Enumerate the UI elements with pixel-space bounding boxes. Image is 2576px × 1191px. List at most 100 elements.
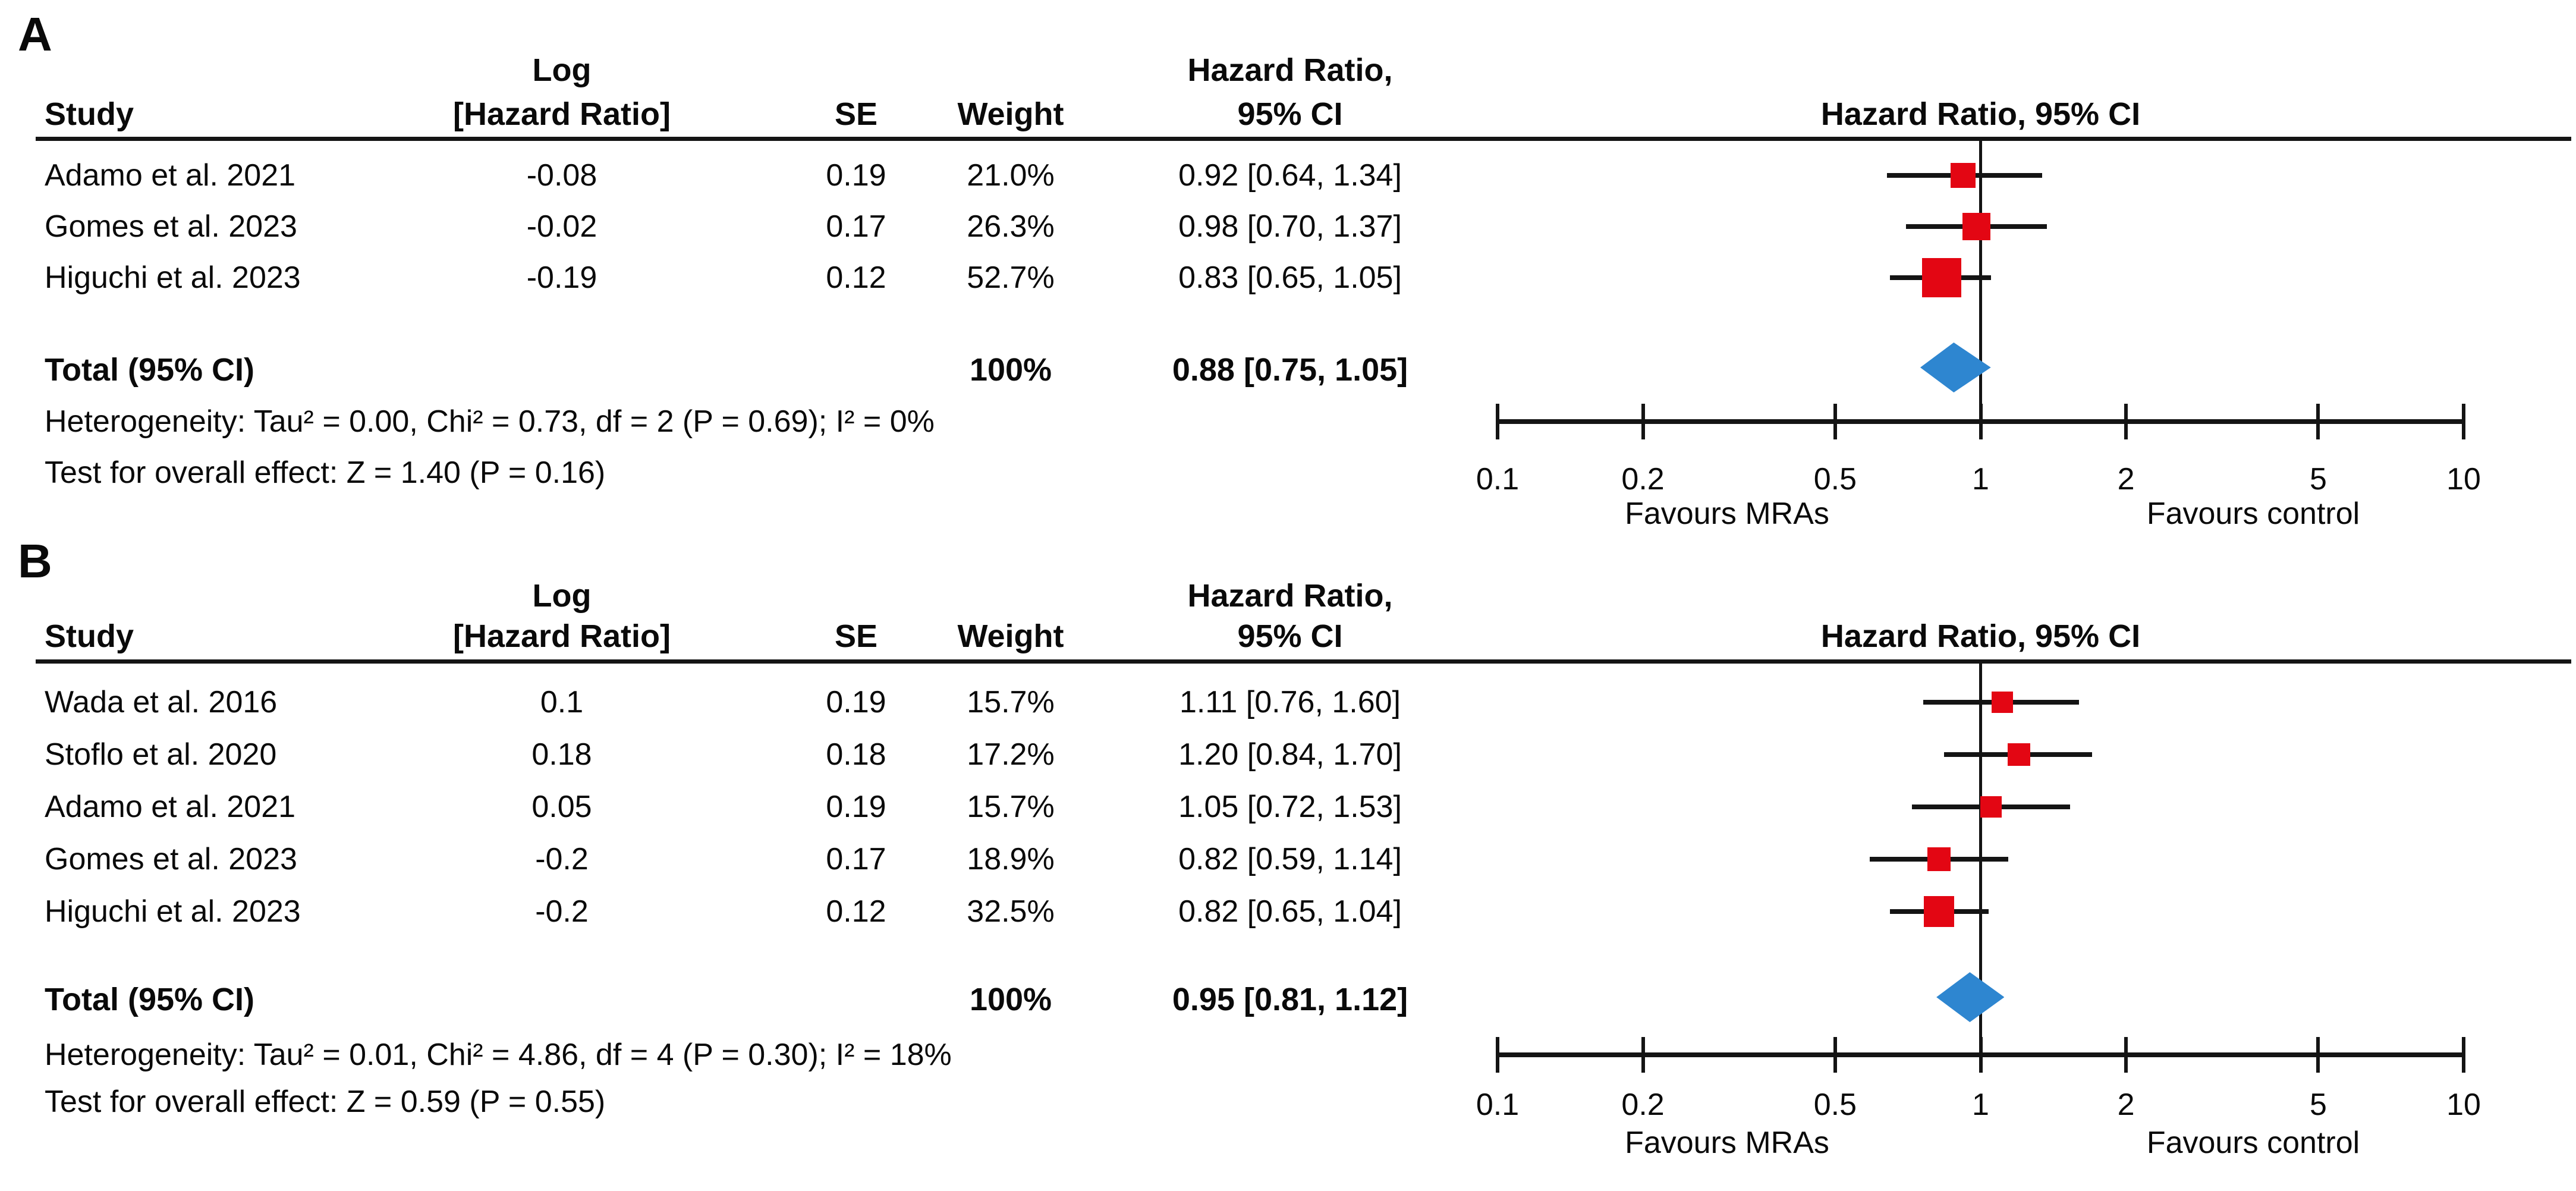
study-weight: 52.7%	[967, 260, 1055, 295]
study-loghr: -0.2	[535, 842, 589, 876]
axis-tick	[1641, 1037, 1645, 1073]
heterogeneity-text: Heterogeneity: Tau² = 0.00, Chi² = 0.73,…	[45, 404, 935, 439]
study-hrci: 1.05 [0.72, 1.53]	[1178, 790, 1402, 824]
total-label: Total (95% CI)	[45, 352, 255, 388]
study-loghr: -0.2	[535, 894, 589, 929]
study-se: 0.12	[826, 260, 886, 295]
total-label: Total (95% CI)	[45, 982, 255, 1017]
study-name: Higuchi et al. 2023	[45, 260, 301, 295]
col-header-hrci-line2: 95% CI	[1237, 618, 1343, 654]
axis-tick	[1979, 1037, 1983, 1073]
axis-tick	[1833, 404, 1837, 439]
study-weight: 26.3%	[967, 209, 1055, 244]
plot-header: Hazard Ratio, 95% CI	[1820, 96, 2141, 132]
study-se: 0.19	[826, 685, 886, 719]
total-weight: 100%	[969, 352, 1052, 388]
axis-tick-label: 1	[1972, 462, 1989, 496]
study-loghr: -0.02	[526, 209, 597, 244]
heterogeneity-text: Heterogeneity: Tau² = 0.01, Chi² = 4.86,…	[45, 1038, 952, 1072]
study-loghr: 0.1	[540, 685, 584, 719]
study-name: Gomes et al. 2023	[45, 842, 297, 876]
total-weight: 100%	[969, 982, 1052, 1017]
effect-square	[1927, 847, 1951, 871]
axis-tick-label: 0.5	[1813, 1088, 1857, 1122]
study-weight: 15.7%	[967, 790, 1055, 824]
axis-tick	[1833, 1037, 1837, 1073]
study-loghr: -0.08	[526, 158, 597, 193]
study-hrci: 0.82 [0.65, 1.04]	[1178, 894, 1402, 929]
study-name: Gomes et al. 2023	[45, 209, 297, 244]
axis-tick-label: 0.1	[1476, 462, 1520, 496]
axis-tick-label: 0.5	[1813, 462, 1857, 496]
study-loghr: -0.19	[526, 260, 597, 295]
study-se: 0.12	[826, 894, 886, 929]
axis-right-label: Favours control	[2146, 496, 2360, 531]
effect-square	[1923, 896, 1955, 927]
effect-square	[1992, 691, 2014, 714]
axis-tick	[2124, 1037, 2128, 1073]
axis-tick	[2124, 404, 2128, 439]
study-hrci: 0.98 [0.70, 1.37]	[1178, 209, 1402, 244]
study-weight: 17.2%	[967, 737, 1055, 772]
study-name: Higuchi et al. 2023	[45, 894, 301, 929]
axis-tick-label: 5	[2309, 462, 2327, 496]
col-header-study: Study	[45, 618, 134, 654]
plot-header: Hazard Ratio, 95% CI	[1820, 618, 2141, 654]
col-header-se: SE	[834, 618, 878, 654]
study-hrci: 0.83 [0.65, 1.05]	[1178, 260, 1402, 295]
axis-tick	[1496, 404, 1499, 439]
col-header-loghr-line2: [Hazard Ratio]	[452, 96, 671, 132]
study-se: 0.19	[826, 158, 886, 193]
col-header-hrci-line1: Hazard Ratio,	[1187, 578, 1393, 614]
axis-left-label: Favours MRAs	[1625, 1126, 1829, 1160]
axis-tick-label: 0.1	[1476, 1088, 1520, 1122]
study-hrci: 0.92 [0.64, 1.34]	[1178, 158, 1402, 193]
axis-tick	[2316, 404, 2320, 439]
axis-tick-label: 0.2	[1621, 462, 1665, 496]
panel-label: A	[18, 8, 52, 61]
col-header-loghr-line1: Log	[532, 578, 592, 614]
overall-effect-text: Test for overall effect: Z = 1.40 (P = 0…	[45, 455, 606, 490]
axis-right-label: Favours control	[2146, 1126, 2360, 1160]
col-header-study: Study	[45, 96, 134, 132]
effect-square	[1921, 257, 1961, 298]
col-header-loghr-line2: [Hazard Ratio]	[452, 618, 671, 654]
col-header-hrci-line2: 95% CI	[1237, 96, 1343, 132]
total-hrci: 0.88 [0.75, 1.05]	[1172, 352, 1408, 388]
axis-tick	[2316, 1037, 2320, 1073]
study-loghr: 0.18	[531, 737, 592, 772]
axis-tick-label: 1	[1972, 1088, 1989, 1122]
study-name: Stoflo et al. 2020	[45, 737, 277, 772]
study-weight: 32.5%	[967, 894, 1055, 929]
axis-tick-label: 0.2	[1621, 1088, 1665, 1122]
axis-tick	[2462, 1037, 2465, 1073]
pooled-diamond	[1936, 972, 2005, 1022]
axis-tick-label: 5	[2309, 1088, 2327, 1122]
effect-square	[1980, 796, 2002, 818]
axis-tick-label: 2	[2117, 1088, 2135, 1122]
overall-effect-text: Test for overall effect: Z = 0.59 (P = 0…	[45, 1085, 606, 1119]
study-se: 0.17	[826, 842, 886, 876]
study-name: Wada et al. 2016	[45, 685, 278, 719]
col-header-weight: Weight	[957, 96, 1064, 132]
study-weight: 18.9%	[967, 842, 1055, 876]
study-loghr: 0.05	[531, 790, 592, 824]
effect-square	[1951, 163, 1976, 188]
study-se: 0.17	[826, 209, 886, 244]
effect-square	[1962, 212, 1990, 241]
study-hrci: 1.11 [0.76, 1.60]	[1180, 685, 1401, 719]
study-se: 0.18	[826, 737, 886, 772]
study-weight: 21.0%	[967, 158, 1055, 193]
header-rule	[36, 659, 2571, 664]
col-header-se: SE	[834, 96, 878, 132]
axis-tick	[1641, 404, 1645, 439]
panel-label: B	[18, 535, 52, 587]
axis-left-label: Favours MRAs	[1625, 496, 1829, 531]
study-hrci: 1.20 [0.84, 1.70]	[1178, 737, 1402, 772]
header-rule	[36, 136, 2571, 141]
col-header-hrci-line1: Hazard Ratio,	[1187, 52, 1393, 88]
axis-tick-label: 10	[2446, 1088, 2481, 1122]
study-se: 0.19	[826, 790, 886, 824]
axis-tick	[2462, 404, 2465, 439]
